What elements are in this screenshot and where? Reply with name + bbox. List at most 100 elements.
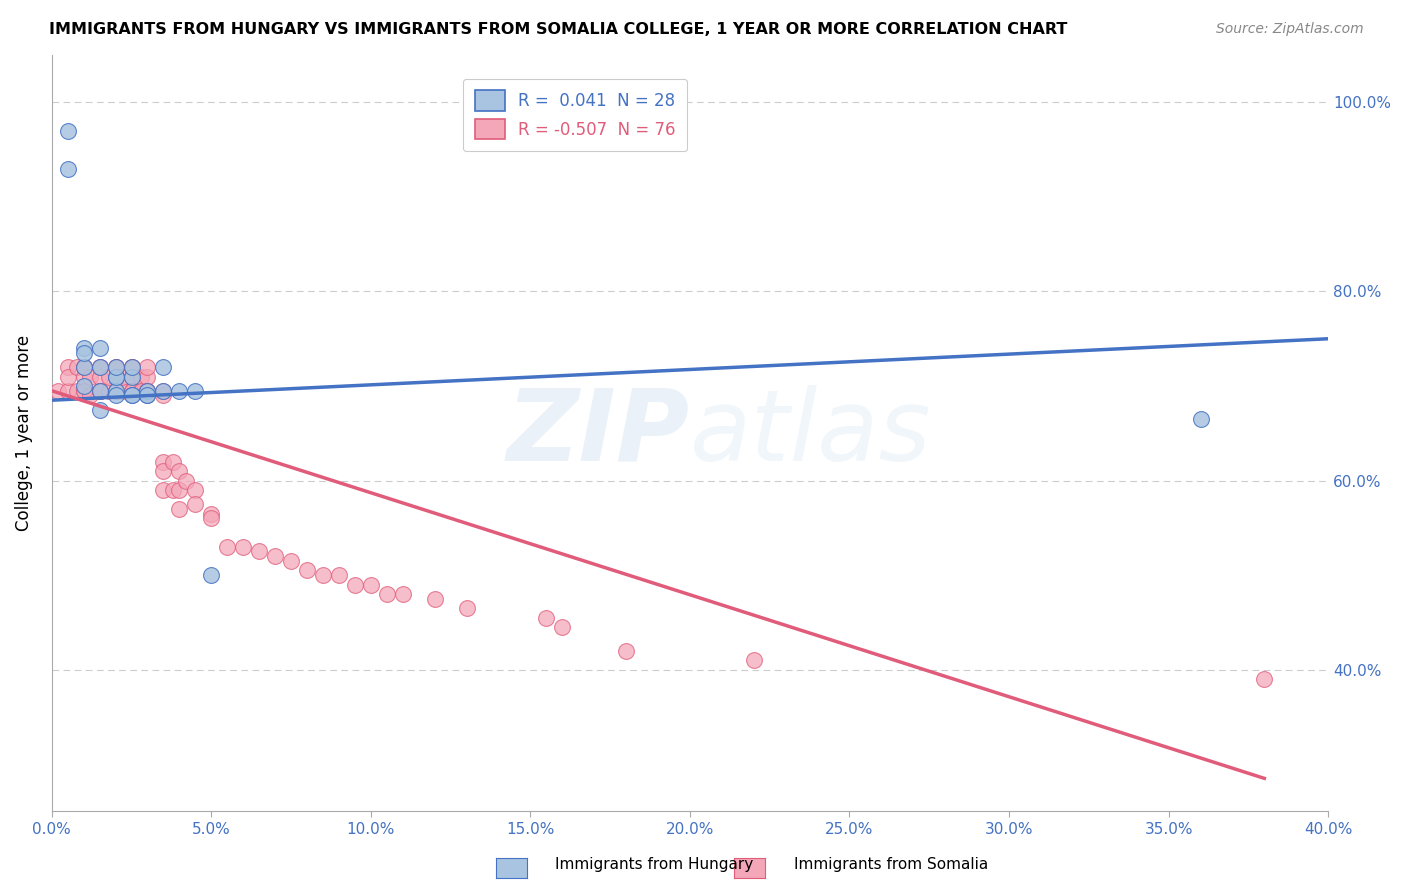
Point	[121, 360, 143, 375]
Point	[264, 549, 287, 564]
Point	[200, 511, 222, 525]
Point	[89, 384, 111, 398]
Point	[89, 402, 111, 417]
Text: IMMIGRANTS FROM HUNGARY VS IMMIGRANTS FROM SOMALIA COLLEGE, 1 YEAR OR MORE CORRE: IMMIGRANTS FROM HUNGARY VS IMMIGRANTS FR…	[49, 22, 1067, 37]
Point	[312, 568, 335, 582]
Point	[328, 568, 350, 582]
Point	[129, 384, 152, 398]
Point	[1189, 412, 1212, 426]
Point	[89, 360, 111, 375]
Point	[66, 360, 89, 375]
Point	[169, 384, 191, 398]
Point	[104, 360, 127, 375]
Point	[104, 360, 127, 375]
Point	[136, 384, 159, 398]
Point	[121, 360, 143, 375]
Point	[89, 360, 111, 375]
Point	[104, 369, 127, 384]
Y-axis label: College, 1 year or more: College, 1 year or more	[15, 335, 32, 532]
Point	[46, 384, 69, 398]
Point	[89, 369, 111, 384]
Point	[98, 369, 121, 384]
Point	[169, 483, 191, 497]
Point	[73, 346, 96, 360]
Point	[73, 341, 96, 355]
Point	[104, 384, 127, 398]
Point	[104, 384, 127, 398]
Point	[152, 483, 174, 497]
Point	[375, 587, 398, 601]
Point	[121, 384, 143, 398]
Point	[104, 388, 127, 402]
Point	[343, 577, 366, 591]
Point	[136, 369, 159, 384]
Point	[66, 384, 89, 398]
Point	[56, 384, 79, 398]
Point	[56, 369, 79, 384]
Point	[136, 384, 159, 398]
Point	[217, 540, 239, 554]
Point	[742, 653, 765, 667]
Point	[104, 369, 127, 384]
Point	[121, 384, 143, 398]
Point	[152, 384, 174, 398]
Point	[232, 540, 254, 554]
Point	[121, 388, 143, 402]
Point	[121, 360, 143, 375]
Point	[136, 384, 159, 398]
Point	[121, 388, 143, 402]
Point	[551, 620, 574, 634]
Point	[614, 644, 637, 658]
Point	[247, 544, 270, 558]
Point	[136, 360, 159, 375]
Point	[391, 587, 413, 601]
Point	[200, 507, 222, 521]
Text: ZIP: ZIP	[508, 384, 690, 482]
Point	[152, 388, 174, 402]
Text: Source: ZipAtlas.com: Source: ZipAtlas.com	[1216, 22, 1364, 37]
Point	[111, 384, 134, 398]
Point	[73, 360, 96, 375]
Point	[136, 388, 159, 402]
Point	[174, 474, 197, 488]
Point	[73, 369, 96, 384]
Point	[73, 360, 96, 375]
Point	[295, 563, 318, 577]
Point	[280, 554, 302, 568]
Point	[162, 455, 184, 469]
Point	[98, 384, 121, 398]
Point	[73, 360, 96, 375]
Point	[129, 369, 152, 384]
Point	[456, 601, 478, 615]
Point	[129, 384, 152, 398]
Point	[121, 384, 143, 398]
Legend: R =  0.041  N = 28, R = -0.507  N = 76: R = 0.041 N = 28, R = -0.507 N = 76	[463, 78, 688, 151]
Point	[104, 384, 127, 398]
Point	[162, 483, 184, 497]
Text: atlas: atlas	[690, 384, 932, 482]
Text: Immigrants from Somalia: Immigrants from Somalia	[794, 857, 988, 872]
Point	[56, 161, 79, 176]
Point	[184, 483, 207, 497]
Point	[152, 464, 174, 478]
Text: Immigrants from Hungary: Immigrants from Hungary	[555, 857, 754, 872]
Point	[73, 384, 96, 398]
Point	[423, 591, 446, 606]
Point	[89, 384, 111, 398]
Point	[56, 124, 79, 138]
Point	[136, 388, 159, 402]
Point	[1253, 672, 1275, 686]
Point	[536, 610, 558, 624]
Point	[121, 369, 143, 384]
Point	[184, 384, 207, 398]
Point	[89, 384, 111, 398]
Point	[152, 384, 174, 398]
Point	[169, 464, 191, 478]
Point	[104, 369, 127, 384]
Point	[121, 369, 143, 384]
Point	[136, 384, 159, 398]
Point	[184, 497, 207, 511]
Point	[89, 360, 111, 375]
Point	[200, 568, 222, 582]
Point	[152, 360, 174, 375]
